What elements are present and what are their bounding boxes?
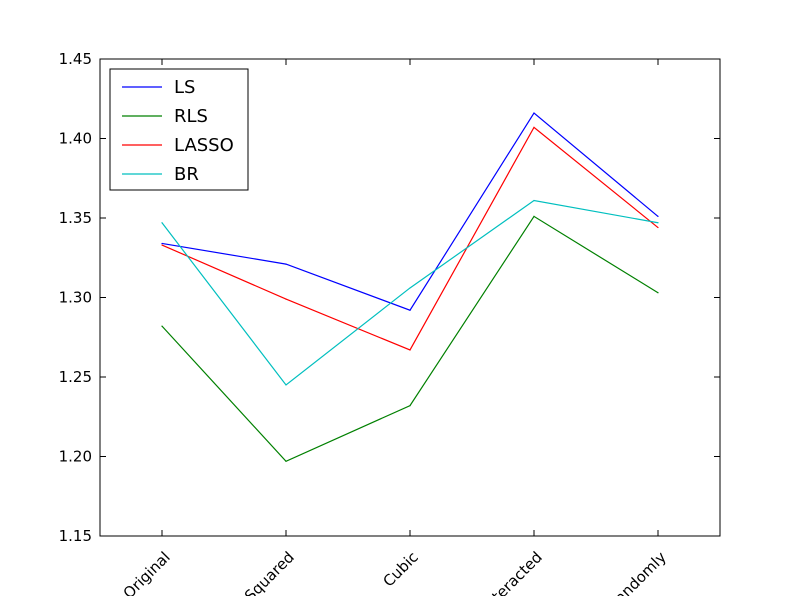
x-tick-label: Interacted [478,548,545,596]
data-point-lasso-4 [657,226,659,229]
y-tick-label: 1.15 [59,527,92,545]
x-tick-label: Cubic [379,548,421,590]
data-point-br-2 [409,287,411,289]
legend-box [109,68,249,191]
x-tick-label: Randomly [604,548,670,596]
data-point-lasso-3 [533,126,535,128]
legend-label-ls: LS [174,77,195,98]
data-point-lasso-2 [409,349,411,351]
data-point-br-3 [533,199,535,202]
data-point-rls-1 [285,460,287,462]
y-tick-label: 1.40 [59,130,92,148]
data-point-br-0 [161,222,163,224]
data-point-ls-0 [161,242,163,245]
series-layer [161,112,659,462]
y-tick-label: 1.25 [59,368,92,386]
legend: LS RLS LASSO BR [109,68,249,191]
data-point-lasso-0 [161,244,163,246]
data-point-rls-4 [657,292,659,294]
y-tick-label: 1.35 [59,209,92,227]
y-tick-label: 1.45 [59,50,92,68]
y-tick-label: 1.20 [59,448,92,466]
data-point-rls-0 [161,325,163,327]
legend-label-br: BR [174,164,199,185]
data-point-rls-2 [409,405,411,407]
data-point-br-1 [285,384,287,386]
data-point-lasso-1 [285,298,287,300]
legend-label-lasso: LASSO [174,135,234,156]
data-point-ls-4 [657,215,659,218]
data-point-br-4 [657,222,659,224]
data-point-ls-3 [533,112,535,114]
legend-label-rls: RLS [174,106,208,127]
data-point-rls-3 [533,215,535,218]
data-point-ls-2 [409,309,411,311]
plot-frame [99,58,721,537]
x-tick-label: Squared [241,548,298,596]
y-tick-label: 1.30 [59,289,92,307]
x-tick-label: Original [120,548,174,596]
data-point-ls-1 [285,263,287,265]
